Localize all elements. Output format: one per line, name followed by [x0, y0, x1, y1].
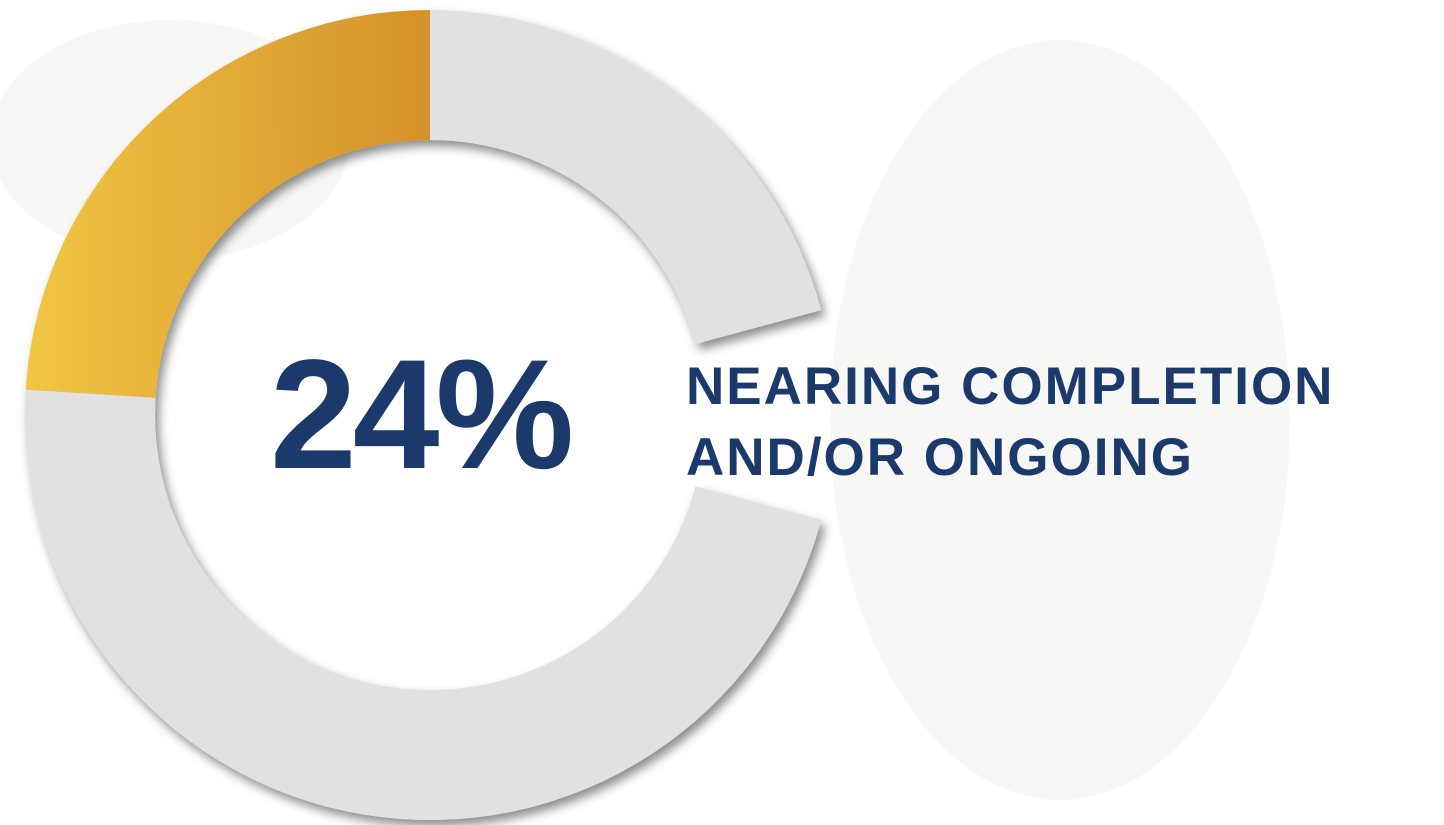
label: AND/OR ONGOING	[686, 428, 1194, 487]
label: NEARING COMPLETION	[686, 357, 1334, 416]
value-label: 24%	[270, 328, 571, 502]
chart: 24% NEARING COMPLETION AND/OR ONGOING	[0, 0, 1444, 825]
track	[430, 10, 821, 344]
page: 24% NEARING COMPLETION AND/OR ONGOING ((…	[0, 0, 1444, 825]
